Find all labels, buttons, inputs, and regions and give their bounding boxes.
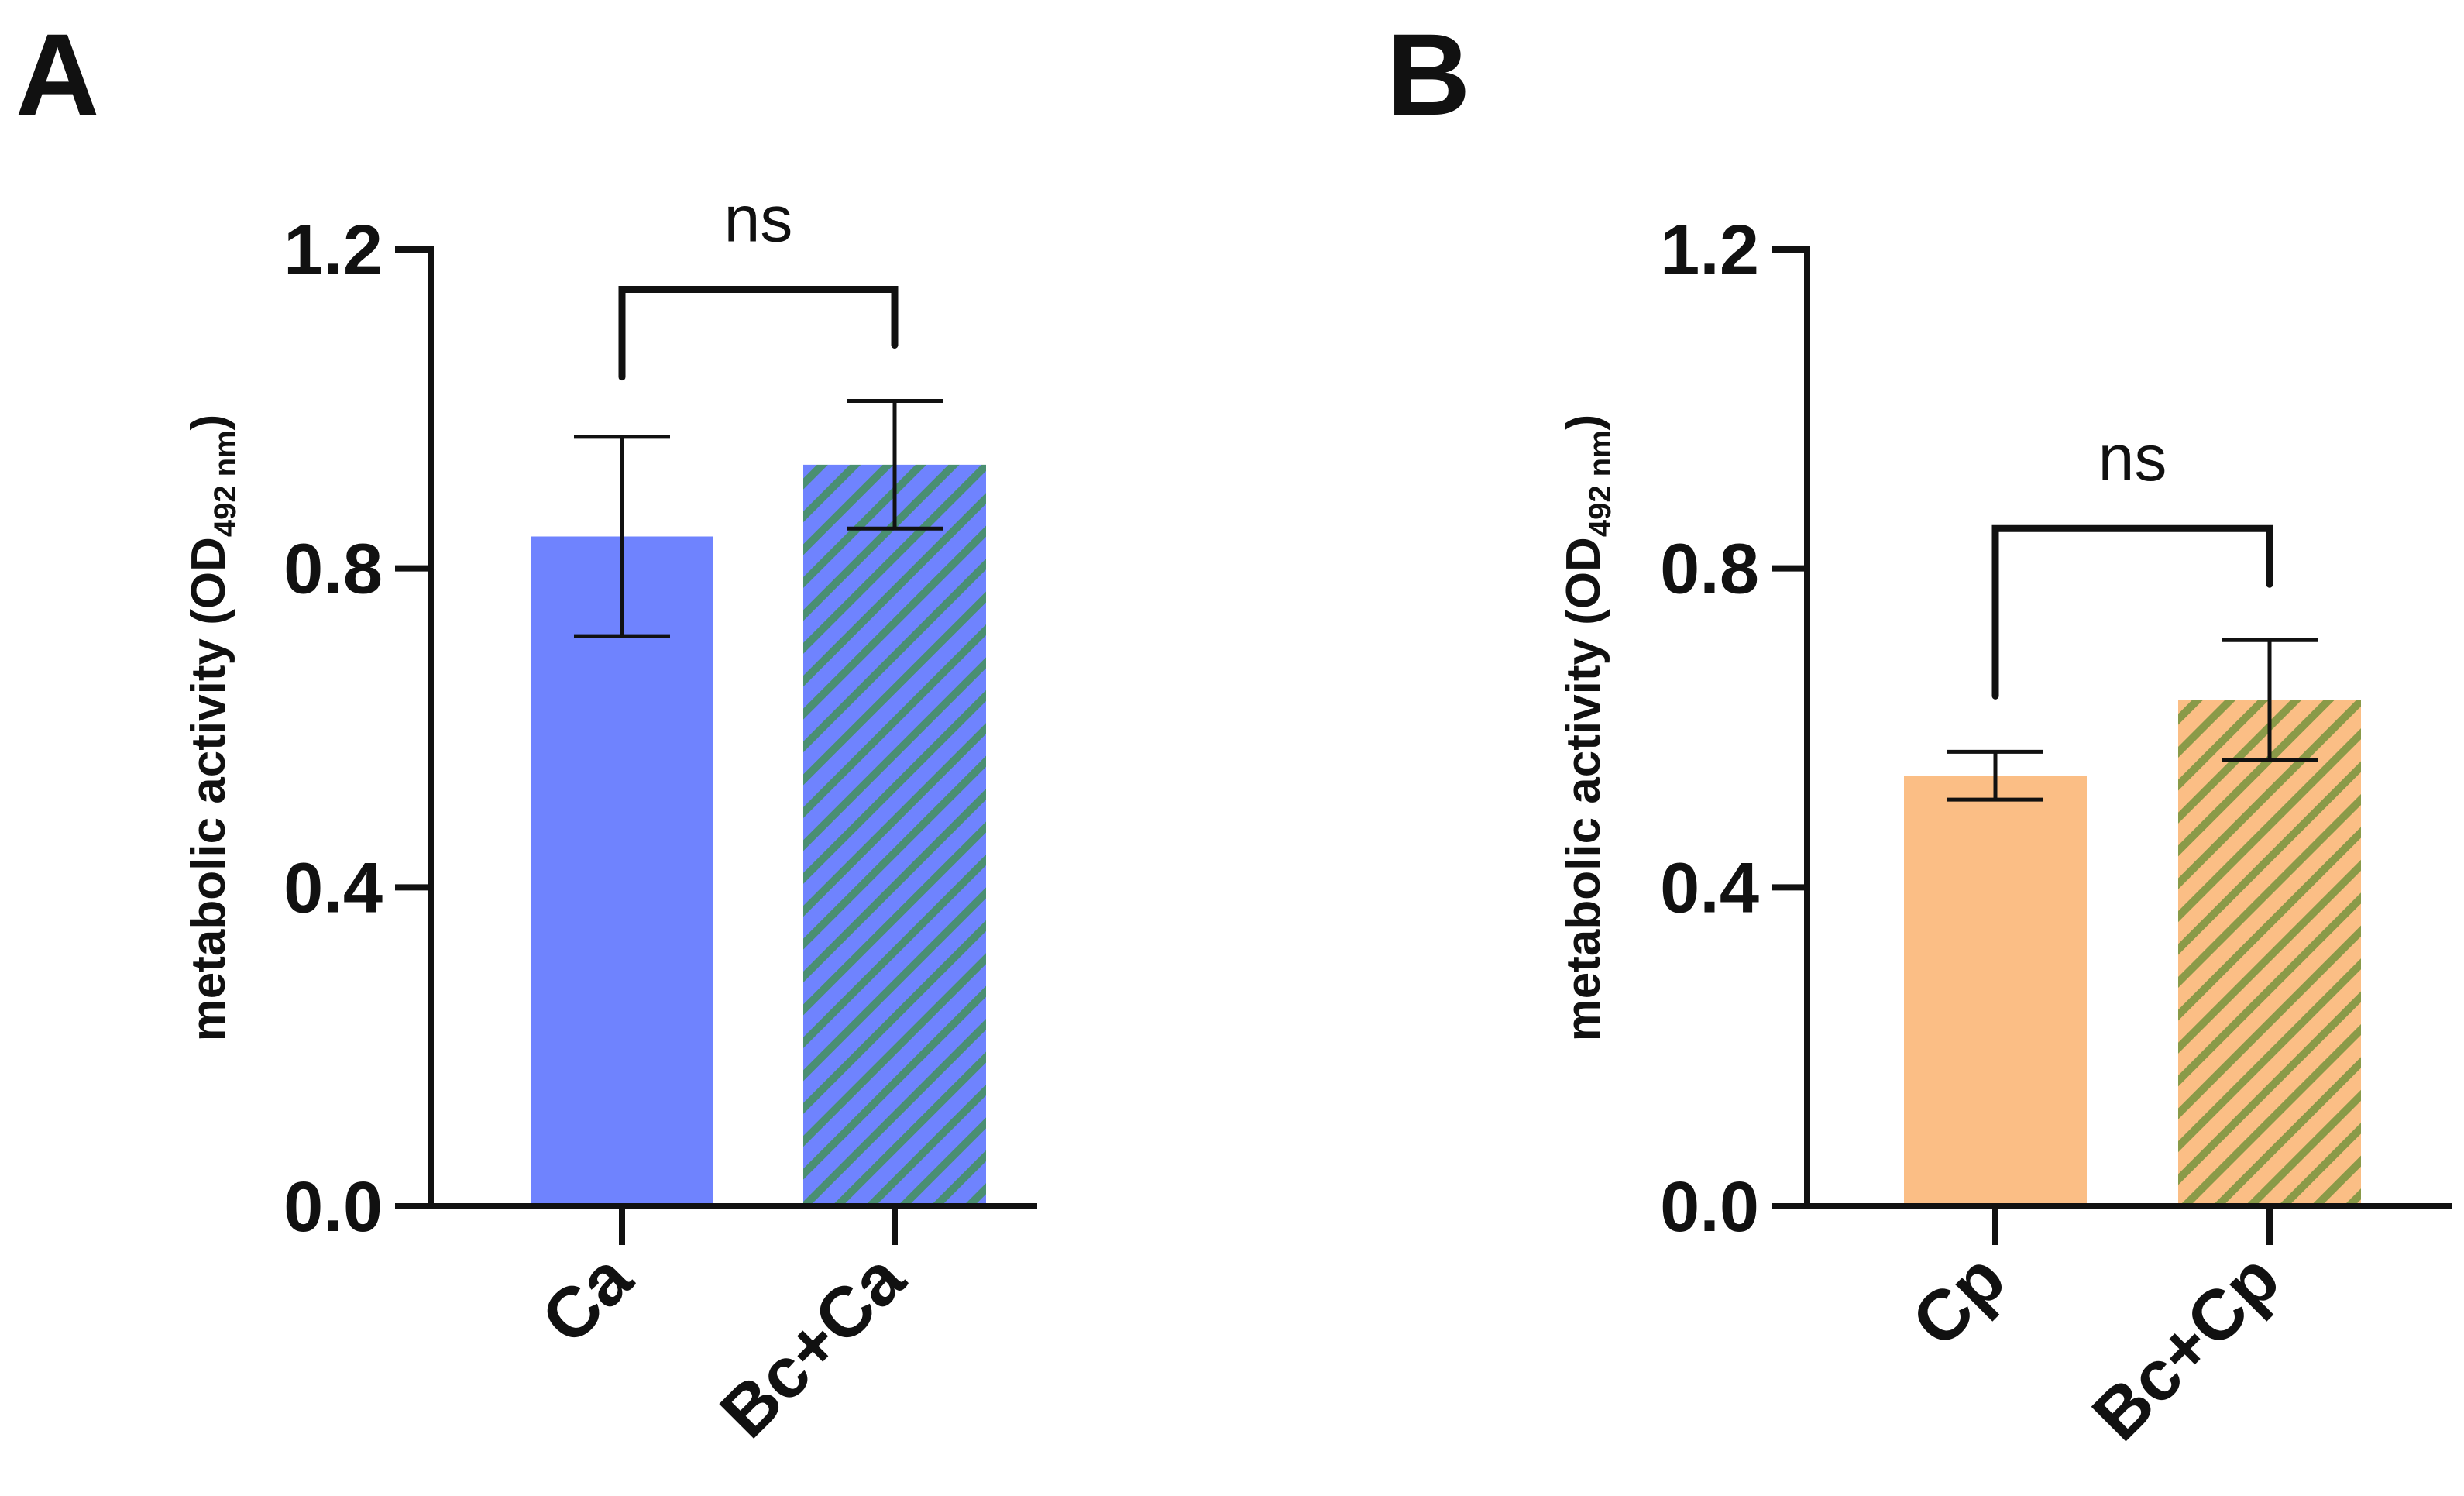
bar <box>2178 700 2361 1206</box>
y-tick-label: 0.4 <box>284 848 383 927</box>
y-tick-label: 0.8 <box>284 530 383 609</box>
panel-letter: A <box>15 9 99 139</box>
y-axis-label: metabolic activity (OD492 nm) <box>1557 414 1617 1042</box>
y-axis-label-close: ) <box>1557 414 1610 431</box>
panel-a: A 0.0 0.4 0.8 1.2 Ca Bc+Ca metabolic activity (… <box>15 9 1037 1453</box>
y-tick-label: 1.2 <box>1660 211 1759 290</box>
significance-bracket <box>1991 524 2273 700</box>
bar <box>803 464 986 1206</box>
x-tick-label: Cp <box>1897 1239 2020 1362</box>
y-tick-label: 0.0 <box>284 1168 383 1247</box>
x-tick-label: Ca <box>527 1238 648 1359</box>
y-tick-label: 0.4 <box>1660 848 1759 927</box>
y-tick-label: 1.2 <box>284 211 383 290</box>
panel-letter: B <box>1387 9 1470 139</box>
significance-label: ns <box>2098 421 2167 494</box>
x-tick-label: Bc+Cp <box>2077 1239 2294 1456</box>
y-axis-label-close: ) <box>182 414 235 431</box>
significance-bracket <box>618 285 899 381</box>
y-axis-label: metabolic activity (OD492 nm) <box>182 414 242 1042</box>
y-axis-label-subscript: 492 nm <box>208 430 242 537</box>
bar <box>1904 776 2087 1206</box>
bar <box>531 536 713 1206</box>
y-axis-label-subscript: 492 nm <box>1583 430 1617 537</box>
y-axis-label-main: metabolic activity (OD <box>1557 537 1610 1041</box>
y-axis-label-main: metabolic activity (OD <box>182 537 235 1041</box>
y-tick-label: 0.8 <box>1660 530 1759 609</box>
panel-b: B 0.0 0.4 0.8 1.2 Cp Bc+Cp metabolic activity (… <box>1387 9 2452 1456</box>
significance-label: ns <box>724 182 793 255</box>
x-tick-label: Bc+Ca <box>706 1238 920 1453</box>
y-tick-label: 0.0 <box>1660 1168 1759 1247</box>
